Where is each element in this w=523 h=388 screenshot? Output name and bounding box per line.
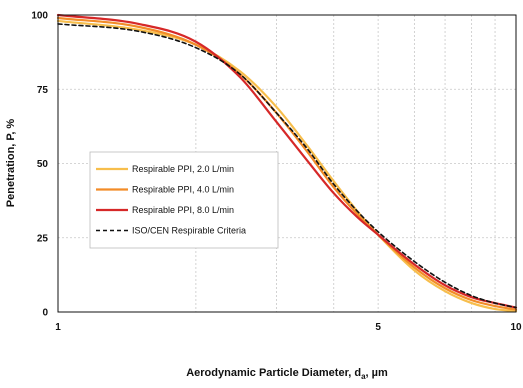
series-line-2 — [56, 16, 518, 311]
y-tick-label-25: 25 — [37, 233, 49, 244]
x-axis-title-main: Aerodynamic Particle Diameter, d — [186, 367, 361, 379]
x-tick-label-5: 5 — [375, 322, 381, 333]
legend-label-4: ISO/CEN Respirable Criteria — [132, 226, 246, 236]
legend: Respirable PPI, 2.0 L/min Respirable PPI,… — [89, 151, 279, 249]
x-axis-title-subscript: a — [361, 372, 366, 381]
plot-frame — [57, 14, 517, 313]
legend-label-3: Respirable PPI, 8.0 L/min — [132, 205, 234, 215]
series-layer — [56, 13, 518, 313]
legend-label-1: Respirable PPI, 2.0 L/min — [132, 164, 234, 174]
series-line-3 — [56, 13, 518, 309]
y-tick-label-100: 100 — [31, 11, 48, 22]
x-axis-title: Aerodynamic Particle Diameter, da, µm — [186, 367, 388, 381]
y-tick-label-0: 0 — [42, 308, 48, 319]
y-tick-label-50: 50 — [37, 159, 49, 170]
x-axis-title-unit: , µm — [366, 367, 388, 379]
legend-label-2: Respirable PPI, 4.0 L/min — [132, 185, 234, 195]
x-tick-label-10: 10 — [510, 322, 522, 333]
y-axis-title: Penetration, P, % — [5, 119, 17, 208]
x-tick-label-1: 1 — [55, 322, 61, 333]
y-tick-label-75: 75 — [37, 85, 49, 96]
series-line-4 — [57, 23, 517, 309]
